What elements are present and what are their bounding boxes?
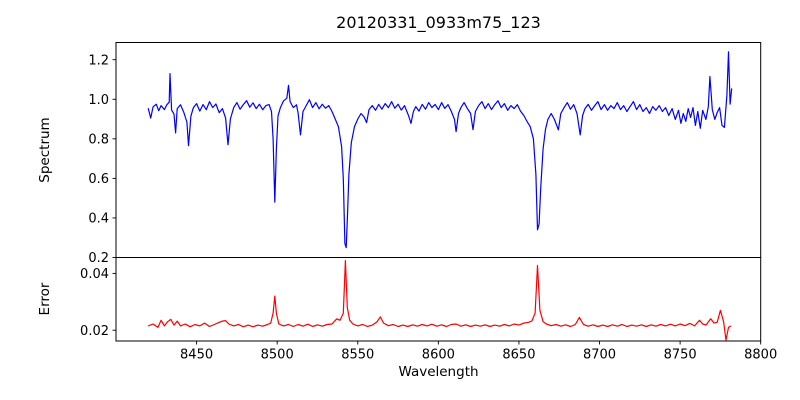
spectrum-y-tick-label: 0.2 [88, 251, 109, 266]
x-tick-label: 8750 [664, 348, 697, 363]
x-tick-label: 8650 [502, 348, 535, 363]
spectrum-y-tick-label: 0.6 [88, 172, 109, 187]
error-y-tick-label: 0.02 [80, 324, 109, 339]
x-tick-label: 8800 [744, 348, 777, 363]
spectrum-y-tick-label: 1.2 [88, 53, 109, 68]
error-y-tick-label: 0.04 [80, 267, 109, 282]
x-tick-label: 8550 [341, 348, 374, 363]
x-tick-label: 8500 [261, 348, 294, 363]
spectrum-y-tick-label: 1.0 [88, 93, 109, 108]
error-axes-frame [115, 257, 762, 342]
x-tick-label: 8700 [583, 348, 616, 363]
error-line [147, 260, 732, 341]
chart-title: 20120331_0933m75_123 [336, 13, 541, 32]
x-tick-label: 8450 [180, 348, 213, 363]
x-tick-label: 8600 [422, 348, 455, 363]
spectrum-y-tick-label: 0.4 [88, 212, 109, 227]
spectrum-axes-frame [115, 42, 762, 258]
spectrum-y-tick-label: 0.8 [88, 133, 109, 148]
spectrum-line [147, 51, 733, 249]
wavelength-x-axis-label: Wavelength [398, 364, 479, 380]
